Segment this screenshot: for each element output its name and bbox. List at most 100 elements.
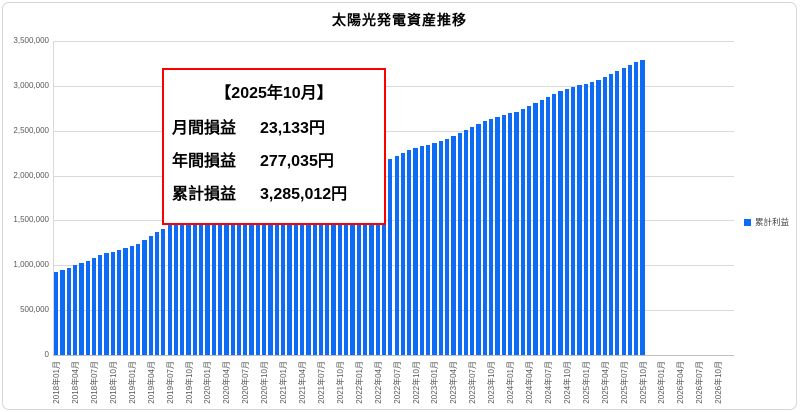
x-axis-label: 2018年01月: [52, 361, 62, 404]
bar-2018年07月: [91, 257, 97, 355]
bar-2018年04月: [72, 265, 78, 355]
annotation-row-cumulative: 累計損益 3,285,012円: [172, 180, 347, 204]
bar-2025年01月: [583, 83, 588, 355]
x-axis-label: 2021年07月: [316, 361, 326, 404]
x-axis-label: 2025年07月: [619, 361, 629, 404]
bar-2025年02月: [589, 82, 595, 355]
bar-2020年03月: [217, 211, 223, 355]
x-axis-label: 2019年04月: [146, 361, 156, 404]
bar-2024年01月: [508, 113, 513, 355]
bar-2018年06月: [85, 260, 90, 355]
bar-2025年08月: [627, 65, 633, 355]
bar-2019年04月: [148, 236, 153, 355]
gridline: [53, 85, 734, 87]
bar-2022年08月: [400, 152, 406, 355]
bar-2018年05月: [79, 262, 84, 355]
bar-2022年06月: [388, 158, 393, 355]
x-axis-label: 2020年01月: [203, 361, 213, 404]
bar-2020年06月: [236, 205, 242, 355]
x-axis-label: 2024年10月: [562, 361, 572, 404]
annotation-row-yearly: 年間損益 277,035円: [172, 147, 334, 171]
bar-2018年11月: [117, 250, 122, 355]
x-axis-label: 2025年01月: [581, 361, 591, 404]
bar-2020年05月: [230, 207, 235, 355]
bar-2019年11月: [192, 217, 197, 355]
bar-2019年05月: [154, 232, 160, 355]
x-axis-label: 2020年04月: [222, 361, 232, 404]
bar-2025年05月: [608, 73, 614, 355]
bar-2021年08月: [325, 179, 330, 355]
bar-2021年03月: [293, 190, 298, 355]
bar-2024年03月: [520, 109, 525, 355]
y-axis-label: 2,000,000: [13, 170, 49, 180]
annotation-cumulative-label: 累計損益: [172, 186, 237, 203]
gridline: [53, 41, 734, 42]
bar-2021年12月: [350, 173, 355, 355]
bar-2020年11月: [268, 195, 273, 355]
bar-2018年08月: [98, 255, 103, 355]
annotation-yearly-label: 年間損益: [172, 153, 237, 170]
bar-2024年07月: [545, 97, 551, 355]
bar-2024年12月: [577, 85, 582, 355]
bar-2022年03月: [369, 167, 374, 355]
bar-2020年10月: [262, 197, 267, 355]
x-axis-label: 2018年04月: [71, 361, 81, 404]
x-axis-label: 2024年07月: [543, 361, 553, 404]
bar-2021年02月: [287, 192, 292, 355]
bar-2023年05月: [457, 132, 462, 355]
bar-2025年10月: [640, 60, 645, 355]
bar-2018年03月: [66, 267, 71, 355]
bar-2023年12月: [501, 115, 506, 355]
bar-2018年09月: [104, 253, 109, 355]
bar-2024年10月: [564, 88, 570, 355]
gridline: [53, 310, 734, 312]
bar-2020年12月: [274, 194, 279, 355]
x-axis-label: 2023年01月: [430, 361, 440, 404]
x-axis-label: 2022年07月: [392, 361, 402, 404]
x-axis-line: [53, 355, 734, 356]
bar-2022年01月: [356, 171, 361, 355]
bar-2018年01月: [54, 271, 59, 355]
x-axis-label: 2021年10月: [335, 361, 345, 404]
x-axis-label: 2023年04月: [449, 361, 459, 404]
bar-2021年04月: [299, 188, 305, 355]
legend: 累計利益: [744, 216, 789, 228]
bar-2023年07月: [470, 126, 475, 355]
bar-2024年08月: [552, 93, 557, 355]
bar-2022年07月: [394, 155, 399, 355]
bar-2023年06月: [463, 129, 469, 355]
bar-2023年11月: [495, 116, 500, 355]
bar-2024年11月: [571, 86, 576, 355]
bar-2019年08月: [173, 222, 179, 355]
y-axis-label: 0: [44, 350, 49, 359]
bar-2020年07月: [243, 203, 248, 355]
gridline: [53, 220, 734, 222]
bar-2021年01月: [281, 193, 286, 355]
bar-2023年03月: [444, 138, 450, 355]
bar-2023年09月: [482, 121, 488, 355]
bar-2023年10月: [489, 118, 494, 355]
bar-2018年02月: [60, 270, 65, 355]
bar-2020年08月: [249, 200, 254, 355]
y-axis-label: 3,500,000: [13, 36, 49, 45]
annotation-yearly-value: 277,035円: [260, 153, 334, 170]
bar-2025年03月: [596, 79, 601, 355]
annotation-monthly-value: 23,133円: [260, 120, 325, 137]
bar-2019年01月: [129, 246, 134, 355]
bar-2022年11月: [419, 146, 424, 355]
y-axis-label: 2,500,000: [13, 125, 49, 135]
x-axis-label: 2025年04月: [600, 361, 610, 404]
bar-2021年05月: [306, 185, 311, 355]
bar-2020年02月: [211, 213, 216, 355]
bar-2021年07月: [318, 181, 324, 355]
annotation-heading: 【2025年10月】: [215, 85, 333, 102]
annotation-monthly-label: 月間損益: [172, 120, 237, 137]
y-axis-label: 3,000,000: [13, 80, 49, 90]
bar-2025年06月: [615, 71, 620, 355]
y-axis-label: 1,500,000: [13, 215, 49, 225]
bar-2023年02月: [438, 141, 443, 355]
x-axis-label: 2023年10月: [487, 361, 497, 404]
x-axis-label: 2021年01月: [279, 361, 289, 404]
bar-2019年09月: [180, 219, 185, 355]
